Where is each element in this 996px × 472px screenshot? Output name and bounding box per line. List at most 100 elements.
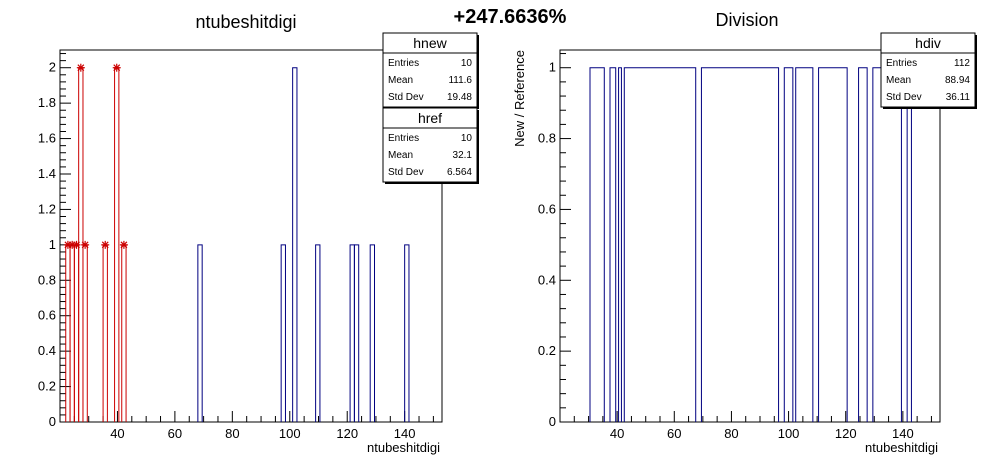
bin-marker <box>76 63 85 72</box>
stats-label: Entries <box>388 58 419 69</box>
y-tick-label: 1 <box>549 60 556 75</box>
histogram-bin <box>872 67 902 422</box>
stats-label: Entries <box>388 133 419 144</box>
stats-value: 32.1 <box>453 150 473 161</box>
y-tick-label: 0.8 <box>538 131 556 146</box>
bin-marker <box>72 240 81 249</box>
stats-box-frame <box>382 32 478 108</box>
series-href <box>63 63 128 422</box>
histogram-bin <box>353 244 360 422</box>
x-tick-label: 120 <box>835 426 857 441</box>
histogram-bin <box>280 244 286 422</box>
stats-value: 10 <box>461 58 473 69</box>
stats-value: 88.94 <box>945 75 970 86</box>
y-tick-label: 0.2 <box>538 343 556 358</box>
stats-value: 19.48 <box>447 92 472 103</box>
ratio-percentage: +247.6636% <box>454 6 567 28</box>
stats-box-title: hdiv <box>915 35 941 51</box>
stats-label: Std Dev <box>388 92 424 103</box>
bin-marker <box>112 63 121 72</box>
y-tick-label: 0.8 <box>38 272 56 287</box>
histogram-bin <box>82 244 88 422</box>
left-panel: ntubeshitdigi 40 60 80 100 120 140 0 0.2 0.4 0.6 0.… <box>38 12 479 455</box>
stats-box-hnew: hnew Entries 10 Mean 111.6 Std Dev 19.48 <box>382 32 479 109</box>
x-tick-label: 80 <box>225 426 239 441</box>
y-tick-label: 0 <box>549 414 556 429</box>
histogram-bin <box>349 244 355 422</box>
y-tick-label: 0.6 <box>38 308 56 323</box>
y-tick-label: 2 <box>49 60 56 75</box>
y-tick-label: 1.2 <box>38 201 56 216</box>
stats-box-title: hnew <box>413 35 447 51</box>
plot-frame <box>59 49 443 423</box>
x-axis-label: ntubeshitdigi <box>865 440 938 455</box>
histogram-bin <box>102 244 108 422</box>
y-tick-label: 0 <box>49 414 56 429</box>
histogram-bin <box>197 244 203 422</box>
y-tick-label: 1 <box>49 237 56 252</box>
x-tick-label: 140 <box>892 426 914 441</box>
histogram-bin <box>69 244 75 422</box>
bin-marker <box>101 240 110 249</box>
stats-label: Mean <box>886 75 911 86</box>
stats-box-frame <box>880 32 976 108</box>
y-tick-label: 0.4 <box>38 343 56 358</box>
x-tick-label: 40 <box>610 426 624 441</box>
histogram-bin <box>858 67 868 422</box>
stats-label: Std Dev <box>388 167 424 178</box>
y-tick-label: 1.8 <box>38 95 56 110</box>
histogram-bin <box>404 244 410 422</box>
stats-box-href: href Entries 10 Mean 32.1 Std Dev 6.564 <box>382 107 479 184</box>
chart-title: ntubeshitdigi <box>195 12 296 32</box>
y-tick-label: 0.6 <box>538 201 556 216</box>
y-tick-label: 1.6 <box>38 131 56 146</box>
x-tick-label: 140 <box>394 426 416 441</box>
stats-label: Std Dev <box>886 92 922 103</box>
y-tick-label: 0.2 <box>38 379 56 394</box>
stats-value: 111.6 <box>448 75 472 86</box>
histogram-bin <box>783 67 794 422</box>
histogram-bin <box>623 67 697 422</box>
histogram-bin <box>906 67 912 422</box>
histogram-bin <box>818 67 848 422</box>
series-hdiv <box>589 67 912 422</box>
histogram-bin <box>795 67 814 422</box>
histogram-bin <box>589 67 605 422</box>
histogram-bin <box>292 67 298 422</box>
right-panel: Division 40 60 80 100 120 140 0 0.2 0.4 0.6 0.8 1 ntu… <box>512 10 977 455</box>
stats-value: 36.11 <box>946 92 971 103</box>
histogram-bin <box>369 244 376 422</box>
y-tick-label: 0.4 <box>538 272 556 287</box>
stats-box-frame <box>382 107 478 183</box>
histogram-bin <box>65 244 71 422</box>
y-tick-label: 1.4 <box>38 166 56 181</box>
histogram-bin <box>114 67 120 422</box>
stats-box-hdiv: hdiv Entries 112 Mean 88.94 Std Dev 36.11 <box>880 32 977 109</box>
series-hnew <box>197 67 410 422</box>
histogram-bin <box>618 67 622 422</box>
x-tick-label: 120 <box>336 426 358 441</box>
histogram-bin <box>609 67 617 422</box>
stats-value: 112 <box>954 58 970 69</box>
stats-label: Entries <box>886 58 917 69</box>
stats-value: 6.564 <box>447 167 472 178</box>
stats-label: Mean <box>388 75 413 86</box>
x-tick-label: 100 <box>279 426 301 441</box>
histogram-bin <box>315 244 321 422</box>
x-tick-label: 60 <box>168 426 182 441</box>
chart-title: Division <box>715 10 778 30</box>
histogram-bin <box>73 244 80 422</box>
stats-box-title: href <box>418 110 442 126</box>
histogram-bin <box>700 67 780 422</box>
stats-label: Mean <box>388 150 413 161</box>
x-tick-label: 60 <box>667 426 681 441</box>
x-tick-label: 40 <box>110 426 124 441</box>
stats-value: 10 <box>461 133 473 144</box>
x-tick-label: 80 <box>724 426 738 441</box>
x-tick-label: 100 <box>778 426 800 441</box>
y-axis-label: New / Reference <box>512 50 527 147</box>
bin-marker <box>119 240 128 249</box>
x-axis-label: ntubeshitdigi <box>367 440 440 455</box>
histogram-bin <box>121 244 127 422</box>
